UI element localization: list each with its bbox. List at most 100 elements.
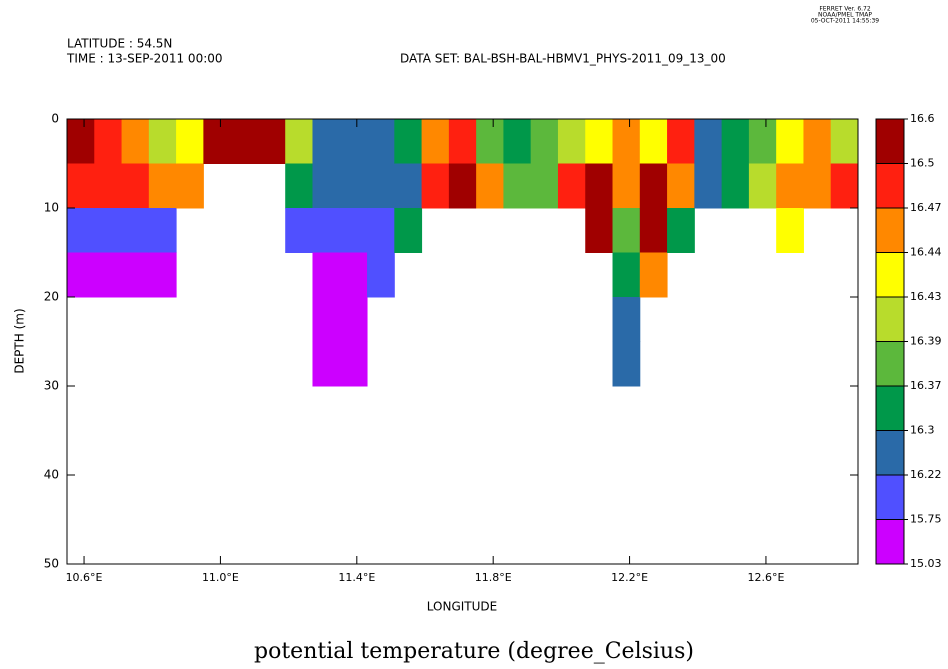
field-cell [339, 208, 368, 253]
field-cell [612, 119, 641, 164]
colorbar-label: 16.3 [910, 424, 935, 437]
colorbar-bin [875, 385, 905, 431]
field-cell [585, 208, 614, 253]
field-cell [530, 163, 559, 209]
field-cell [585, 163, 614, 209]
x-tick-label: 10.6°E [66, 571, 103, 584]
field-cell [285, 119, 313, 164]
field-cell [176, 119, 204, 164]
field-cell [612, 297, 641, 342]
colorbar-bin [875, 252, 905, 298]
field-cell [394, 119, 423, 164]
field-cell [312, 163, 341, 209]
colorbar-bin [875, 341, 905, 387]
field-cell [421, 163, 450, 209]
colorbar-bin [875, 430, 905, 476]
y-tick-label: 0 [51, 112, 59, 126]
field-cell [694, 119, 723, 164]
x-tick-label: 11.8°E [475, 571, 512, 584]
field-cell [639, 208, 668, 253]
field-cell [94, 163, 123, 209]
y-axis-label: DEPTH (m) [13, 308, 27, 373]
field-cell [339, 341, 368, 387]
colorbar-label: 16.44 [910, 246, 942, 259]
field-cell [721, 163, 750, 209]
field-cell [394, 163, 423, 209]
y-tick-label: 10 [44, 201, 59, 215]
field-cell [312, 119, 341, 164]
colorbar-label: 16.43 [910, 290, 942, 303]
field-cell [394, 208, 423, 253]
x-tick-label: 11.0°E [202, 571, 239, 584]
header-time: TIME : 13-SEP-2011 00:00 [66, 52, 223, 66]
field-cell [830, 119, 859, 164]
field-cell [639, 163, 668, 209]
field-cell [176, 163, 204, 209]
field-cell [94, 252, 123, 298]
x-tick-label: 11.4°E [338, 571, 375, 584]
colorbar-bin [875, 207, 905, 253]
field-cell [448, 163, 477, 209]
field-cell [67, 119, 95, 164]
field-cell [557, 163, 586, 209]
colorbar-label: 15.03 [910, 557, 942, 570]
field-cell [694, 163, 723, 209]
field-cell [721, 119, 750, 164]
field-cell [312, 208, 341, 253]
field-cell [367, 208, 395, 253]
field-cell [667, 119, 695, 164]
colorbar-bin [875, 519, 905, 565]
field-cell [612, 163, 641, 209]
field-cell [121, 208, 150, 253]
field-cell [285, 208, 313, 253]
colorbar-label: 16.37 [910, 379, 942, 392]
field-cell [530, 119, 559, 164]
field-cell [476, 163, 504, 209]
field-cell [503, 163, 532, 209]
field-cell [257, 119, 286, 164]
colorbar-label: 16.6 [910, 112, 935, 125]
field-cell [285, 163, 313, 209]
field-cell [121, 252, 150, 298]
field-cell [121, 163, 150, 209]
plot-frame [66, 118, 859, 565]
field-cell [421, 119, 450, 164]
field-cell [94, 208, 123, 253]
colorbar-label: 16.22 [910, 468, 942, 481]
field-cell [367, 252, 395, 298]
stamp: FERRET Ver. 6.72 [819, 6, 871, 13]
colorbar-bin [875, 296, 905, 342]
field-cell [339, 163, 368, 209]
field-cell [612, 341, 641, 387]
colorbar-label: 16.39 [910, 335, 942, 348]
colorbar-bin [875, 474, 905, 520]
y-tick-label: 20 [44, 290, 59, 304]
chart-title: potential temperature (degree_Celsius) [254, 639, 694, 664]
field-cell [776, 163, 804, 209]
field-cell [639, 252, 668, 298]
colorbar-label: 16.5 [910, 157, 935, 170]
field-cell [203, 119, 232, 164]
field-cell [612, 252, 641, 298]
field-cell [148, 208, 177, 253]
field-cell [230, 119, 259, 164]
field-cell [776, 208, 804, 253]
field-cell [339, 119, 368, 164]
field-cell [557, 119, 586, 164]
dataset: DATA SET: BAL-BSH-BAL-HBMV1_PHYS-2011_09… [400, 52, 726, 66]
field-cell [776, 119, 804, 164]
field-cell [312, 341, 341, 387]
field-cell [67, 163, 95, 209]
x-axis-label: LONGITUDE [427, 600, 497, 614]
x-tick-label: 12.2°E [611, 571, 648, 584]
field-cell [339, 252, 368, 298]
field-cell [667, 163, 695, 209]
colorbar-bin [875, 163, 905, 209]
field-cell [67, 252, 95, 298]
field-cell [148, 119, 177, 164]
field-cell [312, 297, 341, 342]
field-cell [803, 119, 832, 164]
field-cell [667, 208, 695, 253]
field-cell [67, 208, 95, 253]
field-cell [312, 252, 341, 298]
